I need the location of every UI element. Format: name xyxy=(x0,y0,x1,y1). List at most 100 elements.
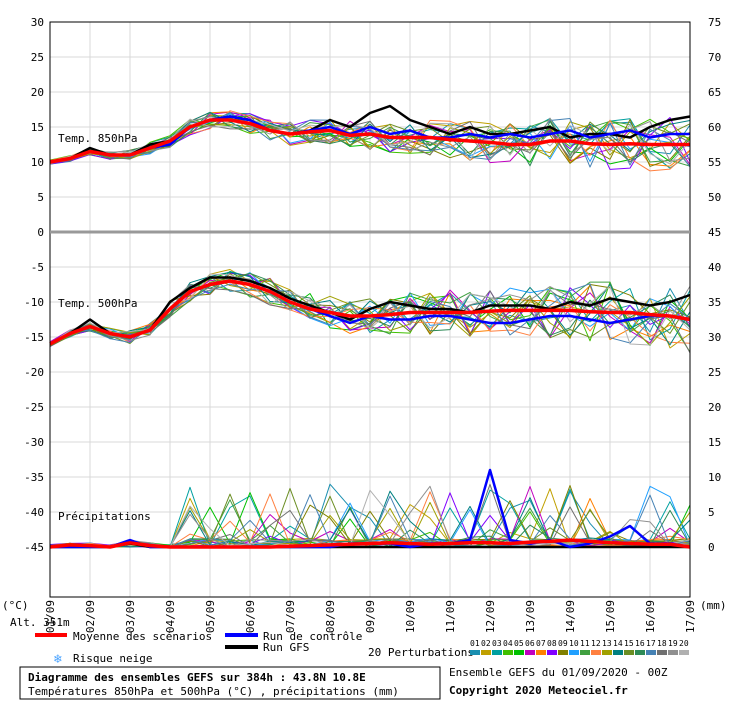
perturbation-swatch xyxy=(558,650,568,655)
perturbation-id-label: 10 xyxy=(569,639,579,648)
chart-subtitle: Températures 850hPa et 500hPa (°C) , pré… xyxy=(28,685,399,698)
perturbation-id-label: 11 xyxy=(580,639,590,648)
perturbation-swatch xyxy=(580,650,590,655)
date-tick-label: 17/09 xyxy=(684,600,697,633)
perturbation-swatch xyxy=(503,650,513,655)
legend-snow-label: Risque neige xyxy=(73,652,152,665)
perturbation-legend: 01 02 03 04 05 06 07 08 09 10 11 12 13 14 15 16 17 18 19 20 xyxy=(470,639,689,655)
perturbation-swatch xyxy=(514,650,524,655)
series-layer xyxy=(49,104,691,549)
perturbation-id-label: 17 xyxy=(646,639,656,648)
perturbation-id-label: 16 xyxy=(635,639,645,648)
legend-perturbations-label: 20 Perturbations xyxy=(368,646,474,659)
perturbation-id-label: 20 xyxy=(679,639,689,648)
perturbation-swatch xyxy=(635,650,645,655)
legend-control-swatch xyxy=(225,633,258,637)
plot-frame xyxy=(49,21,691,598)
perturbation-swatch xyxy=(591,650,601,655)
perturbation-17-t850 xyxy=(49,112,691,168)
right-tick-label: 15 xyxy=(708,436,721,449)
mean-precip-line xyxy=(49,538,691,549)
date-tick-label: 07/09 xyxy=(284,600,297,633)
left-tick-label: -15 xyxy=(24,331,44,344)
perturbation-swatch xyxy=(569,650,579,655)
perturbation-11-t500 xyxy=(49,278,691,346)
perturbation-swatch xyxy=(613,650,623,655)
date-tick-label: 16/09 xyxy=(644,600,657,633)
perturbation-swatch xyxy=(657,650,667,655)
panel-label-500: Temp. 500hPa xyxy=(58,297,137,310)
date-tick-label: 06/09 xyxy=(244,600,257,633)
perturbation-id-label: 01 xyxy=(470,639,480,648)
perturbation-id-label: 09 xyxy=(558,639,568,648)
ensemble-run-info: Ensemble GEFS du 01/09/2020 - 00Z xyxy=(449,666,668,679)
left-tick-label: -35 xyxy=(24,471,44,484)
left-tick-label: 30 xyxy=(31,16,44,29)
right-tick-label: 45 xyxy=(708,226,721,239)
snowflake-icon: ❄ xyxy=(53,652,62,667)
left-tick-label: 25 xyxy=(31,51,44,64)
left-tick-label: -25 xyxy=(24,401,44,414)
left-tick-label: 5 xyxy=(37,191,44,204)
legend-mean-label: Moyenne des scénarios xyxy=(73,630,212,643)
perturbation-swatch xyxy=(602,650,612,655)
right-tick-label: 55 xyxy=(708,156,721,169)
left-tick-label: 15 xyxy=(31,121,44,134)
date-tick-label: 11/09 xyxy=(444,600,457,633)
title-box xyxy=(19,666,441,700)
perturbation-id-label: 04 xyxy=(503,639,513,648)
mean-t500-line xyxy=(49,279,691,346)
left-tick-label: -10 xyxy=(24,296,44,309)
date-tick-label: 15/09 xyxy=(604,600,617,633)
right-tick-label: 0 xyxy=(708,541,715,554)
legend-gfs-swatch xyxy=(225,645,258,649)
left-axis-unit: (°C) xyxy=(2,599,29,612)
perturbation-id-label: 03 xyxy=(492,639,502,648)
legend-gfs-label: Run GFS xyxy=(263,641,309,654)
right-tick-label: 25 xyxy=(708,366,721,379)
perturbation-swatch xyxy=(668,650,678,655)
perturbation-id-label: 05 xyxy=(514,639,524,648)
panel-label-precip: Précipitations xyxy=(58,510,151,523)
right-axis-unit: (mm) xyxy=(700,599,727,612)
legend-mean-swatch xyxy=(35,633,67,637)
perturbation-id-label: 06 xyxy=(525,639,535,648)
right-tick-label: 35 xyxy=(708,296,721,309)
perturbation-id-label: 13 xyxy=(602,639,612,648)
left-tick-label: 10 xyxy=(31,156,44,169)
perturbation-id-label: 18 xyxy=(657,639,667,648)
perturbation-swatch xyxy=(525,650,535,655)
legend-control-label: Run de contrôle xyxy=(263,630,362,643)
right-tick-label: 10 xyxy=(708,471,721,484)
perturbation-id-label: 08 xyxy=(547,639,557,648)
left-tick-label: -40 xyxy=(24,506,44,519)
right-tick-label: 40 xyxy=(708,261,721,274)
date-tick-label: 02/09 xyxy=(84,600,97,633)
date-tick-label: 10/09 xyxy=(404,600,417,633)
left-tick-label: -5 xyxy=(31,261,44,274)
perturbation-id-label: 19 xyxy=(668,639,678,648)
chart-title: Diagramme des ensembles GEFS sur 384h : … xyxy=(28,671,366,684)
right-tick-label: 50 xyxy=(708,191,721,204)
perturbation-swatch xyxy=(679,650,689,655)
date-tick-label: 03/09 xyxy=(124,600,137,633)
date-tick-label: 14/09 xyxy=(564,600,577,633)
left-tick-label: 20 xyxy=(31,86,44,99)
right-tick-label: 70 xyxy=(708,51,721,64)
right-tick-label: 75 xyxy=(708,16,721,29)
perturbation-id-label: 14 xyxy=(613,639,623,648)
right-tick-label: 65 xyxy=(708,86,721,99)
left-tick-label: 0 xyxy=(37,226,44,239)
date-tick-label: 01/09 xyxy=(44,600,57,633)
date-tick-label: 12/09 xyxy=(484,600,497,633)
perturbation-swatch xyxy=(492,650,502,655)
perturbation-id-label: 15 xyxy=(624,639,634,648)
left-tick-label: -20 xyxy=(24,366,44,379)
perturbation-swatch xyxy=(547,650,557,655)
right-tick-label: 60 xyxy=(708,121,721,134)
left-tick-label: -30 xyxy=(24,436,44,449)
copyright-text: Copyright 2020 Meteociel.fr xyxy=(449,684,628,697)
